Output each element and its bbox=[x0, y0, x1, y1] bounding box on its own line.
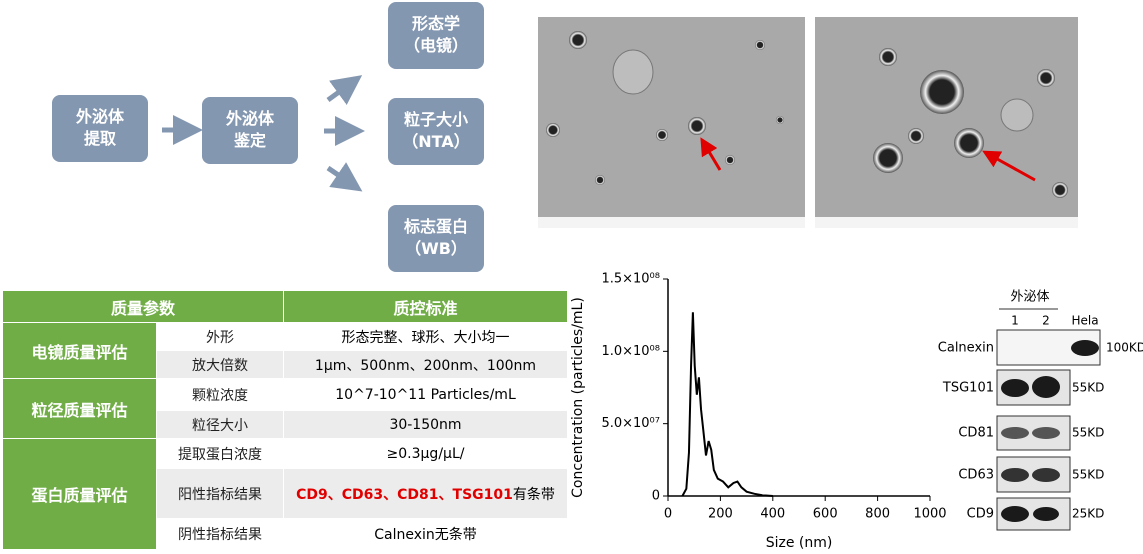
data-line bbox=[681, 312, 773, 497]
value-cell: 1μm、500nm、200nm、100nm bbox=[283, 350, 568, 379]
flow-node bbox=[202, 97, 298, 164]
header-cell: 质控标准 bbox=[283, 290, 568, 323]
value-cell: 30-150nm bbox=[283, 410, 568, 439]
em-image-right bbox=[815, 17, 1078, 228]
param-cell: 阳性指标结果 bbox=[156, 468, 284, 519]
group-cell: 电镜质量评估 bbox=[2, 322, 157, 379]
table-row: 放大倍数 1μm、500nm、200nm、100nm bbox=[3, 350, 568, 379]
y-tick-label: 1.0×10⁰⁸ bbox=[601, 344, 660, 359]
param-cell: 颗粒浓度 bbox=[156, 378, 284, 411]
blot-row-label: TSG101 bbox=[942, 381, 994, 396]
lane-label: 1 bbox=[1011, 314, 1019, 328]
param-cell: 粒径大小 bbox=[156, 410, 284, 439]
blot-bands bbox=[996, 340, 1099, 531]
flow-node-label: 外泌体提取 bbox=[75, 107, 125, 148]
param-cell: 外形 bbox=[156, 322, 284, 351]
x-tick-label: 0 bbox=[664, 507, 672, 522]
blot-size-label: 55KD bbox=[1072, 381, 1104, 395]
flow-node bbox=[52, 95, 148, 162]
value-highlight: CD9、CD63、CD81、TSG101 bbox=[296, 486, 513, 503]
x-tick-label: 200 bbox=[708, 507, 733, 522]
value-cell: Calnexin无条带 bbox=[283, 518, 568, 550]
y-tick-label: 0 bbox=[652, 489, 660, 504]
value-text: 有条带 bbox=[512, 486, 555, 503]
table-row: 阴性指标结果 Calnexin无条带 bbox=[3, 518, 568, 550]
flow-node-label: 外泌体鉴定 bbox=[225, 109, 275, 150]
header-row: 质量参数 质控标准 bbox=[2, 290, 568, 323]
lane-label: 2 bbox=[1042, 314, 1050, 328]
group-cell: 粒径质量评估 bbox=[2, 378, 157, 439]
blot-size-label: 55KD bbox=[1072, 426, 1104, 440]
y-axis-label: Concentration (particles/mL) bbox=[570, 297, 586, 498]
table-row: 电镜质量评估 外形 形态完整、球形、大小均一 bbox=[2, 322, 568, 379]
value-cell: 形态完整、球形、大小均一 bbox=[283, 322, 568, 351]
lane-label: Hela bbox=[1071, 314, 1098, 328]
flow-node-label: 形态学（电镜） bbox=[404, 14, 468, 55]
blot-row-label: CD63 bbox=[958, 468, 994, 483]
flow-arrows bbox=[162, 75, 365, 192]
header-cell: 质量参数 bbox=[2, 290, 284, 323]
quality-table: 质量参数 质控标准 电镜质量评估 外形 形态完整、球形、大小均一 放大倍数 1μm、500n… bbox=[2, 290, 568, 550]
value-cell: ≥0.3μg/μL/ bbox=[283, 438, 568, 469]
param-cell: 放大倍数 bbox=[156, 350, 284, 379]
table-row: 粒径质量评估 颗粒浓度 10^7-10^11 Particles/mL bbox=[2, 378, 568, 439]
flow-node bbox=[388, 98, 484, 165]
param-cell: 提取蛋白浓度 bbox=[156, 438, 284, 469]
blot-row-label: Calnexin bbox=[938, 341, 994, 356]
x-tick-label: 800 bbox=[865, 507, 890, 522]
blot-size-label: 100KD bbox=[1106, 341, 1143, 355]
blot-row-label: CD9 bbox=[967, 507, 994, 522]
y-tick-label: 1.5×10⁰⁸ bbox=[601, 272, 660, 287]
table-row: 阳性指标结果 CD9、CD63、CD81、TSG101有条带 bbox=[3, 468, 568, 519]
value-cell: CD9、CD63、CD81、TSG101有条带 bbox=[283, 468, 568, 519]
flow-node-label: 粒子大小（NTA） bbox=[402, 110, 469, 151]
x-tick-label: 400 bbox=[760, 507, 785, 522]
x-axis-label: Size (nm) bbox=[766, 535, 833, 551]
x-tick-label: 1000 bbox=[913, 507, 946, 522]
blot-row-label: CD81 bbox=[958, 426, 994, 441]
x-tick-label: 600 bbox=[813, 507, 838, 522]
blot-size-label: 55KD bbox=[1072, 468, 1104, 482]
flow-node-label: 标志蛋白（WB） bbox=[403, 217, 468, 258]
group-cell: 蛋白质量评估 bbox=[2, 438, 157, 550]
table-row: 蛋白质量评估 提取蛋白浓度 ≥0.3μg/μL/ bbox=[2, 438, 568, 550]
blot-group-label: 外泌体 bbox=[1010, 290, 1049, 305]
em-image-left bbox=[538, 17, 805, 228]
param-cell: 阴性指标结果 bbox=[156, 518, 284, 550]
flow-node bbox=[388, 205, 484, 272]
table-row: 粒径大小 30-150nm bbox=[3, 410, 568, 439]
y-tick-label: 5.0×10⁰⁷ bbox=[601, 416, 660, 431]
blot-size-label: 25KD bbox=[1072, 507, 1104, 521]
flow-node bbox=[388, 2, 484, 69]
value-cell: 10^7-10^11 Particles/mL bbox=[283, 378, 568, 411]
